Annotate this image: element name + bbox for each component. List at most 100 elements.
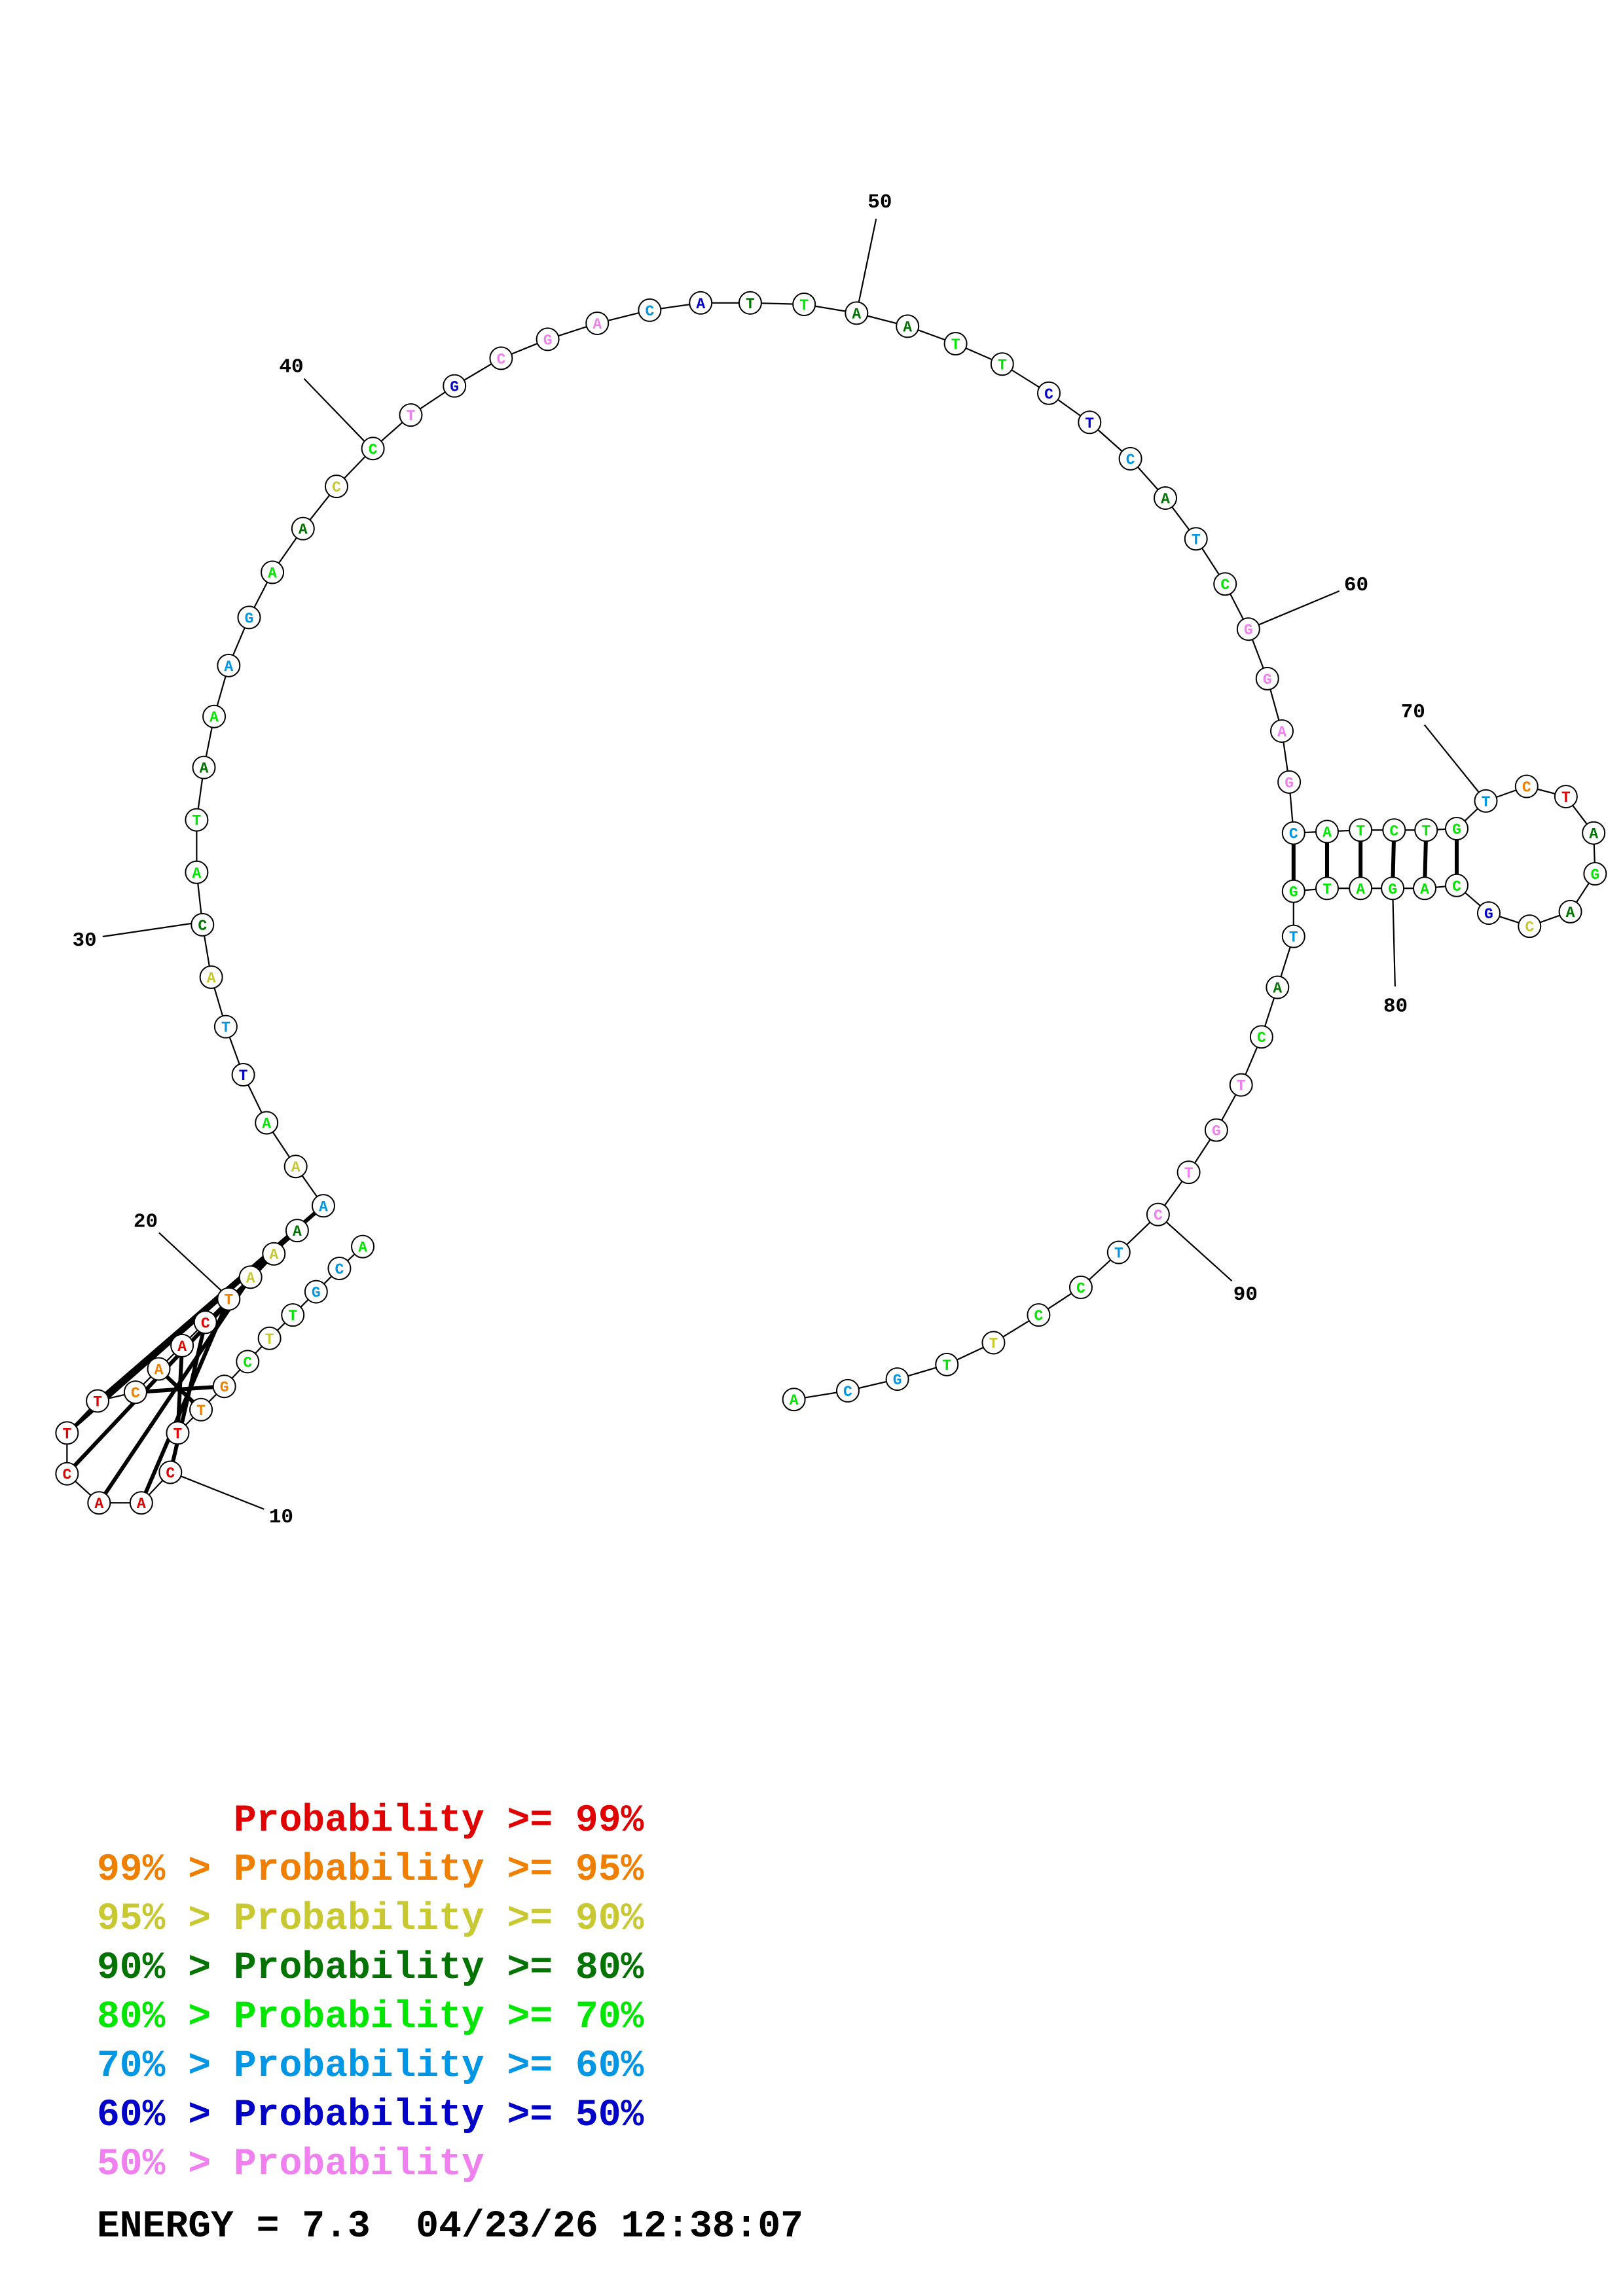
nucleotide-letter: C xyxy=(131,1385,140,1402)
nucleotide-13: C xyxy=(55,1462,79,1486)
position-tick xyxy=(1423,724,1487,802)
nucleotide-5: T xyxy=(257,1326,282,1350)
nucleotide-letter: T xyxy=(1421,823,1431,840)
nucleotide-circle xyxy=(255,1111,279,1135)
nucleotide-34: A xyxy=(202,704,227,728)
nucleotide-letter: A xyxy=(1161,491,1170,508)
legend-prefix: 50% > xyxy=(97,2144,234,2186)
nucleotide-51: A xyxy=(896,314,920,338)
nucleotide-circle xyxy=(55,1421,79,1445)
nucleotide-letter: A xyxy=(1273,980,1282,997)
nucleotide-81: A xyxy=(1349,876,1373,901)
nucleotide-circle xyxy=(1277,770,1302,794)
position-tick xyxy=(158,1232,230,1299)
nucleotide-23: A xyxy=(285,1219,309,1243)
nucleotide-41: T xyxy=(399,403,423,427)
nucleotide-letter: A xyxy=(246,1270,255,1287)
nucleotide-11: A xyxy=(129,1491,153,1515)
nucleotide-circle xyxy=(231,1063,255,1087)
nucleotide-circle xyxy=(1037,381,1061,405)
nucleotide-circle xyxy=(835,1378,860,1403)
nucleotide-letter: T xyxy=(1192,531,1201,548)
nucleotide-circle xyxy=(1154,486,1177,510)
nucleotide-35: A xyxy=(217,653,241,677)
legend-prefix: 60% > xyxy=(97,2094,234,2137)
nucleotide-44: G xyxy=(536,327,560,351)
nucleotide-circle xyxy=(1382,818,1406,842)
nucleotide-letter: A xyxy=(210,709,219,726)
nucleotide-75: A xyxy=(1558,899,1582,924)
nucleotide-circle xyxy=(262,1242,286,1266)
position-tick xyxy=(102,921,203,938)
nucleotide-letter: T xyxy=(173,1426,183,1443)
nucleotide-12: A xyxy=(87,1491,111,1515)
nucleotide-8: T xyxy=(189,1397,213,1422)
nucleotide-62: A xyxy=(1270,719,1294,743)
nucleotide-letter: C xyxy=(335,1261,344,1278)
nucleotide-letter: T xyxy=(407,408,416,425)
nucleotide-circle xyxy=(1176,1160,1201,1185)
nucleotide-6: C xyxy=(236,1350,260,1374)
nucleotide-letter: C xyxy=(496,351,505,368)
nucleotide-letter: A xyxy=(1322,824,1332,841)
legend-row: 70% > Probability >= 60% xyxy=(97,2042,644,2091)
nucleotide-circle xyxy=(123,1380,147,1405)
position-tick xyxy=(1392,888,1396,987)
nucleotide-circle xyxy=(285,1219,309,1243)
nucleotide-74: G xyxy=(1583,862,1607,886)
nucleotide-55: T xyxy=(1078,410,1102,435)
nucleotide-letter: A xyxy=(358,1240,367,1257)
nucleotide-circle xyxy=(1184,527,1208,551)
nucleotide-46: C xyxy=(638,298,662,322)
nucleotide-letter: T xyxy=(192,813,201,830)
nucleotide-83: G xyxy=(1281,879,1305,903)
nucleotide-letter: G xyxy=(450,379,459,396)
nucleotide-58: T xyxy=(1184,527,1208,551)
nucleotide-84: T xyxy=(1281,924,1305,948)
nucleotide-circle xyxy=(896,314,920,338)
nucleotide-22: A xyxy=(262,1242,286,1266)
nucleotide-circle xyxy=(489,346,513,370)
nucleotide-circle xyxy=(1349,876,1373,901)
base-pair-line xyxy=(65,1252,276,1475)
nucleotide-98: A xyxy=(782,1388,806,1412)
nucleotide-78: C xyxy=(1445,873,1468,897)
nucleotide-85: A xyxy=(1266,975,1290,999)
position-label: 10 xyxy=(269,1506,293,1529)
nucleotide-93: C xyxy=(1027,1303,1051,1327)
nucleotide-circle xyxy=(1281,821,1305,845)
nucleotide-circle xyxy=(1476,901,1501,925)
nucleotide-letter: A xyxy=(1420,881,1429,898)
nucleotide-letter: C xyxy=(1257,1030,1266,1047)
nucleotide-20: T xyxy=(217,1287,241,1311)
nucleotide-circle xyxy=(291,516,315,541)
nucleotides: ACGTTCGTTCAACTTCAACTAAAAAATTACATAAAGAACC… xyxy=(55,291,1607,1515)
legend-prefix: 95% > xyxy=(97,1898,234,1941)
nucleotide-90: C xyxy=(1146,1202,1170,1227)
legend-row: 95% > Probability >= 90% xyxy=(97,1895,644,1944)
nucleotide-circle xyxy=(304,1280,328,1304)
nucleotide-76: C xyxy=(1518,914,1542,939)
nucleotide-89: T xyxy=(1176,1160,1201,1185)
nucleotide-letter: T xyxy=(196,1403,206,1420)
nucleotide-circle xyxy=(1554,785,1578,809)
nucleotide-letter: C xyxy=(1154,1208,1163,1225)
nucleotide-letter: T xyxy=(989,1335,998,1352)
nucleotide-26: A xyxy=(255,1111,279,1135)
nucleotide-letter: A xyxy=(268,565,277,582)
nucleotide-letter: C xyxy=(1522,780,1531,797)
nucleotide-letter: G xyxy=(1263,672,1272,689)
nucleotide-letter: A xyxy=(593,316,602,333)
nucleotide-21: A xyxy=(238,1265,263,1289)
nucleotide-letter: T xyxy=(1356,823,1365,840)
nucleotide-letter: G xyxy=(1289,884,1298,901)
nucleotide-letter: C xyxy=(1076,1280,1085,1297)
position-ticks: 10 20 30 40 50 60 70 80 90 xyxy=(72,191,1487,1529)
nucleotide-circle xyxy=(129,1491,153,1515)
nucleotide-letter: G xyxy=(1452,821,1461,838)
base-pair-lines xyxy=(65,829,1459,1504)
nucleotide-circle xyxy=(1381,876,1405,901)
nucleotide-circle xyxy=(1270,719,1294,743)
legend-row: 90% > Probability >= 80% xyxy=(97,1944,644,1993)
nucleotide-4: T xyxy=(281,1303,305,1327)
